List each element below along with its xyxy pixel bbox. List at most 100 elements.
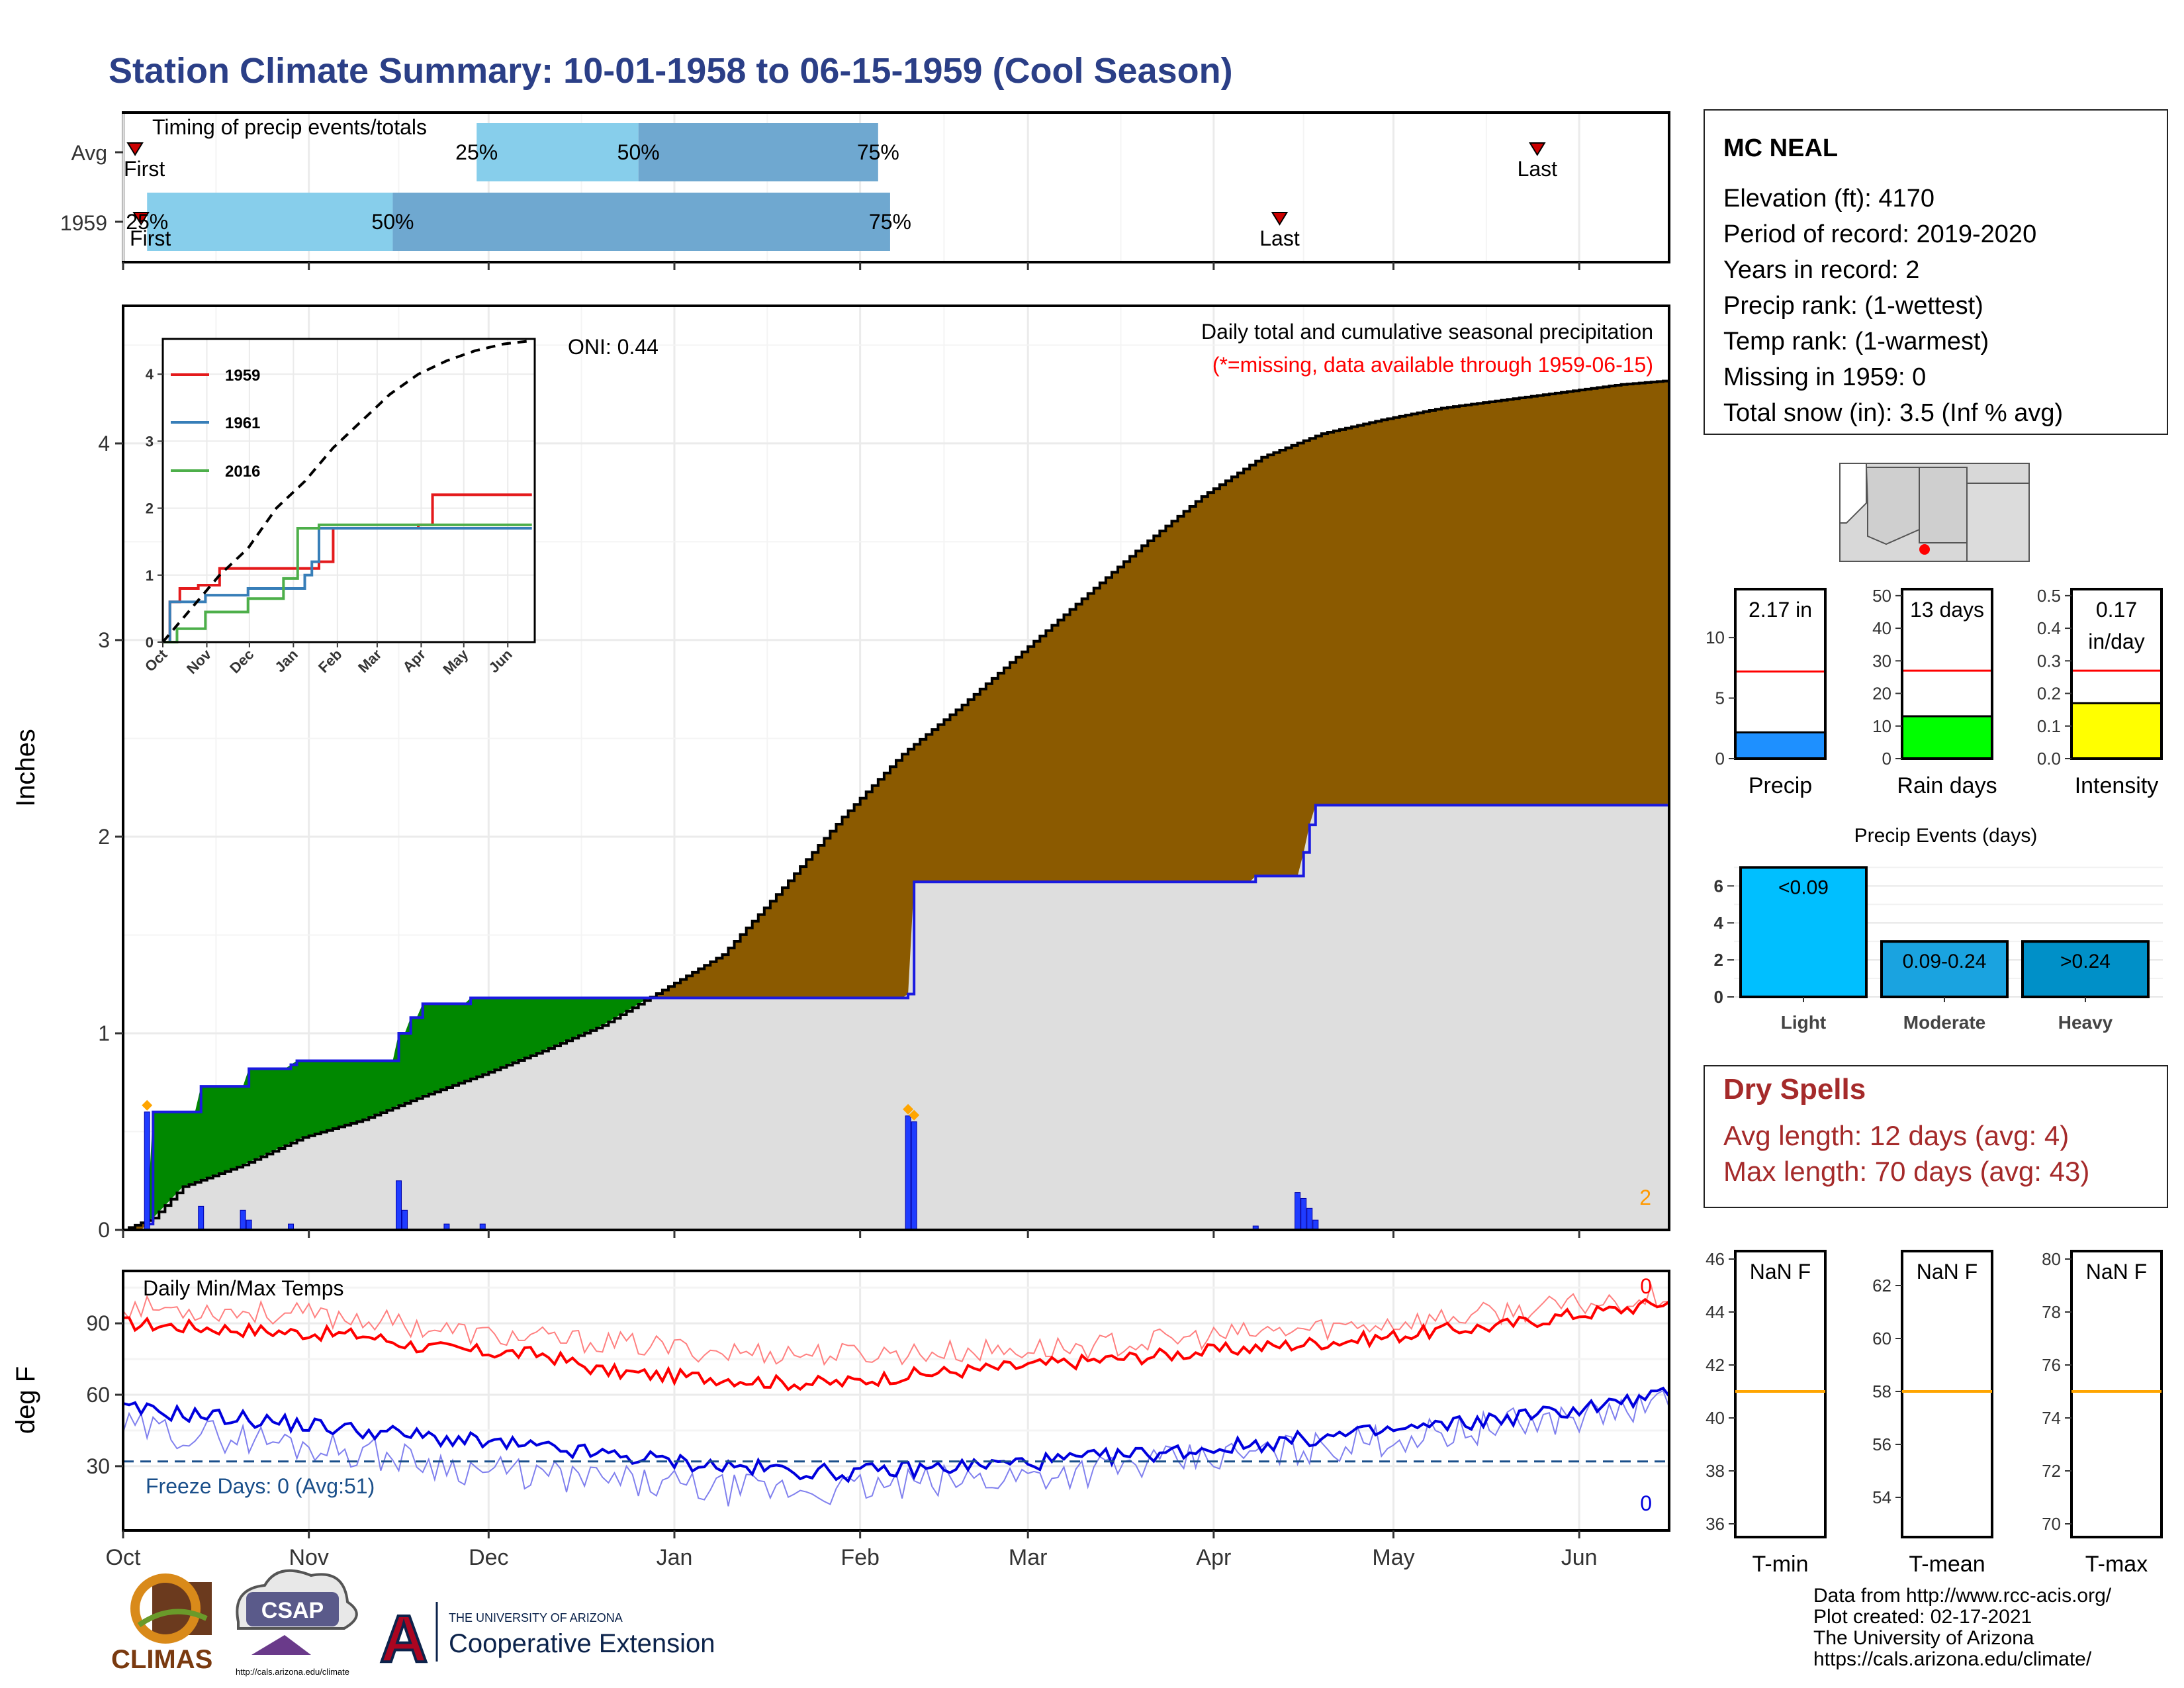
month-label: Mar [1009, 1545, 1048, 1570]
timing-avg-last-label: Last [1518, 157, 1558, 181]
mini-bar-frame [2070, 588, 2163, 760]
inset-frame [161, 338, 536, 643]
mini-bar-tick-label: 10 [1872, 716, 1891, 736]
record-count-label: 2 [1639, 1186, 1651, 1209]
mini-bar-value [1901, 715, 1993, 760]
temp-y-tick-label: 60 [86, 1383, 110, 1407]
mini-bar-rain-days: 0 10 20 30 40 50 13 days Rain days [1872, 586, 1997, 798]
tmax-record-count: 0 [1640, 1274, 1652, 1298]
daily-precip-marker [903, 1103, 914, 1115]
mini-bar-tick-label: 50 [1872, 586, 1891, 606]
freeze-days-label: Freeze Days: 0 (Avg:51) [146, 1474, 375, 1498]
timing-year-first-label: First [130, 226, 171, 250]
inset-series-avg [161, 339, 532, 643]
mini-bar-frame [1734, 588, 1827, 760]
inset-y-tick-label: 0 [146, 634, 154, 651]
daily-precip-bar [395, 1180, 402, 1231]
footer-line-1: Data from http://www.rcc-acis.org/ [1813, 1585, 2112, 1607]
average-cumulative-line [123, 803, 1670, 1231]
mini-bar-value [1734, 731, 1827, 760]
station-period: Period of record: 2019-2020 [1723, 220, 2036, 248]
precip-events-chart: Precip Events (days) 0 2 4 6 <0.09 Light 0.09… [1714, 825, 2163, 1033]
temp-bar-t-max: 70 72 74 76 78 80 NaN F T-max [2042, 1249, 2163, 1577]
temp-y-tick-label: 90 [86, 1311, 110, 1335]
csap-url: http://cals.arizona.edu/climate [236, 1667, 349, 1677]
station-precip-rank: Precip rank: (1-wettest) [1723, 292, 1983, 320]
temp-bar-value-label: NaN F [1750, 1260, 1811, 1284]
daily-precip-bar [402, 1209, 408, 1231]
dry-spells-avg: Avg length: 12 days (avg: 4) [1723, 1120, 2069, 1151]
month-label: Dec [469, 1545, 508, 1570]
daily-precip-bar [911, 1121, 917, 1231]
mini-bar-tick-label: 20 [1872, 684, 1891, 704]
temp-bar-tick-label: 78 [2042, 1302, 2061, 1322]
timing-bar-25-50 [477, 123, 639, 181]
timing-first-marker [126, 142, 144, 156]
mini-bar-tick-label: 0.4 [2037, 618, 2061, 638]
temp-grid [122, 1271, 1669, 1530]
ua-extension-text: Cooperative Extension [449, 1629, 715, 1658]
temp-bar-tick-label: 46 [1706, 1249, 1725, 1269]
temp-frame [122, 1270, 1670, 1532]
daily-precip-bar [1300, 1197, 1307, 1231]
timing-title: Timing of precip events/totals [152, 115, 427, 139]
month-label: Oct [106, 1545, 141, 1570]
events-bar-range: 0.09-0.24 [1903, 951, 1987, 972]
mini-bar-label: Rain days [1897, 773, 1997, 798]
station-missing: Missing in 1959: 0 [1723, 363, 1926, 391]
temp-bar-tick-label: 42 [1706, 1355, 1725, 1375]
temp-bar-tick-label: 62 [1872, 1276, 1891, 1295]
mini-bar-value-label: 13 days [1910, 598, 1984, 622]
temp-bar-label: T-min [1752, 1552, 1809, 1577]
events-bar-moderate [1880, 940, 2009, 999]
timing-panel: Timing of precip events/totals Avg 1959 … [60, 111, 1670, 270]
precip-y-axis: 0 1 2 3 4 [98, 432, 1580, 1242]
events-y-tick-label: 2 [1714, 950, 1723, 970]
climas-logo-text: CLIMAS [111, 1645, 212, 1674]
month-label: Apr [1196, 1545, 1231, 1570]
events-bar-label: Heavy [2058, 1012, 2113, 1033]
precip-header: Daily total and cumulative seasonal prec… [1201, 320, 1653, 344]
daily-precip-bar [198, 1205, 205, 1231]
timing-avg-50-label: 50% [617, 140, 660, 164]
ua-small-text: THE UNIVERSITY OF ARIZONA [449, 1611, 623, 1624]
timing-last-marker [1529, 142, 1546, 156]
climas-logo-wave [137, 1609, 208, 1628]
inset-bg [163, 339, 535, 642]
station-elevation: Elevation (ft): 4170 [1723, 185, 1934, 212]
mini-bar-value [2070, 702, 2163, 760]
inset-series [161, 339, 532, 643]
map-state-east [1919, 467, 1968, 543]
temp-bar-tick-label: 44 [1706, 1302, 1725, 1322]
temp-bar-tick-label: 74 [2042, 1408, 2061, 1428]
month-axis: Oct Nov Dec Jan Feb Mar Apr May Jun [106, 1530, 1598, 1570]
daily-precip-bar [1295, 1192, 1301, 1231]
temp-bar-tick-label: 38 [1706, 1461, 1725, 1481]
timing-row-year-label: 1959 [60, 211, 107, 235]
temp-title: Daily Min/Max Temps [143, 1276, 343, 1300]
footer-line-2: Plot created: 02-17-2021 [1813, 1606, 2032, 1628]
state-locator-map [1839, 463, 2030, 562]
events-bar-light [1739, 866, 1868, 998]
temp-bar-tick-label: 80 [2042, 1249, 2061, 1269]
station-name: MC NEAL [1723, 134, 1838, 162]
surplus-area [123, 380, 1669, 1230]
mini-bar-tick-label: 0 [1882, 749, 1891, 769]
events-y-tick-label: 4 [1714, 913, 1724, 933]
average-cumulative-area [123, 803, 1669, 1230]
legend-1961: 1961 [225, 414, 260, 432]
timing-year-75-label: 75% [869, 210, 911, 234]
precip-y-tick-label: 4 [98, 432, 110, 455]
daily-precip-bar [1312, 1219, 1319, 1231]
daily-precip-bar [1306, 1207, 1313, 1231]
precip-y-label: Inches [11, 729, 40, 807]
temp-bar-tick-label: 76 [2042, 1355, 2061, 1375]
mini-bar-tick-label: 5 [1715, 688, 1725, 708]
temp-y-tick-label: 30 [86, 1454, 110, 1478]
dry-spells-frame [1704, 1065, 2168, 1208]
climas-logo: CLIMAS [111, 1573, 212, 1674]
timing-bars [115, 123, 1546, 251]
mini-bar-tick-label: 0.5 [2037, 586, 2061, 606]
temp-bar-tick-label: 72 [2042, 1461, 2061, 1481]
